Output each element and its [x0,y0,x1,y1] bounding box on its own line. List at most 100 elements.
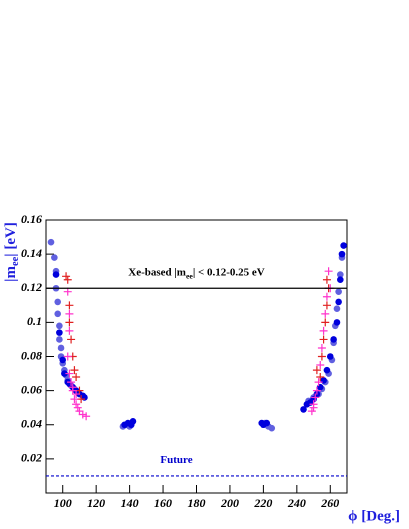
point [322,292,331,301]
point [307,407,316,416]
point [63,352,72,361]
point [268,424,276,432]
label-part: Xe-based |m [128,266,186,278]
y-tick-label: 0.14 [21,246,42,260]
y-axis-label: |mee| [eV] [3,222,21,282]
plot-frame [45,219,348,494]
x-tick-label: 240 [287,496,306,510]
point [319,335,328,344]
point [337,271,344,278]
point [319,326,328,335]
y-tick-label: 0.16 [21,212,42,226]
point [335,288,342,295]
point [61,370,68,377]
point [63,287,72,296]
point [312,366,321,375]
point [322,301,331,310]
y-tick-label: 0.12 [21,280,42,294]
point [72,400,81,409]
point [320,377,327,384]
point [47,238,55,246]
point [62,272,71,281]
label-part: |m [3,266,19,282]
point [263,419,271,427]
point [59,356,67,364]
reference-label: Future [160,453,192,465]
label-part: Future [160,453,192,465]
y-tick-label: 0.04 [21,417,42,431]
x-axis-label: ϕ [Deg.] [348,508,400,524]
point [72,372,81,381]
point [77,395,86,404]
y-tick-label: 0.06 [21,382,42,396]
point [73,403,82,412]
point [333,319,341,326]
point [51,254,58,261]
reference-label: Xe-based |mee| < 0.12-0.25 eV [128,266,265,280]
x-tick-label: 140 [121,496,139,510]
x-tick-label: 100 [54,496,72,510]
point [338,250,346,258]
point [326,353,334,360]
point [337,276,344,284]
point [65,326,74,335]
point [67,378,76,387]
point [300,406,307,413]
point [317,343,326,352]
point [67,335,76,344]
point [72,390,81,399]
point [68,386,77,395]
point [129,418,137,425]
point [324,267,333,276]
point [81,394,88,401]
point [70,395,79,404]
point [333,305,341,313]
point [75,386,84,395]
point [82,412,91,421]
x-tick-label: 220 [253,496,272,510]
point [52,271,60,278]
point [316,361,325,370]
x-tick-label: 120 [87,496,105,510]
point [312,386,321,395]
y-tick-label: 0.08 [21,348,42,362]
point [322,275,331,284]
x-tick-label: 200 [220,496,239,510]
point [321,318,330,327]
point [316,383,324,391]
point [78,410,87,419]
point [75,407,84,416]
point [314,378,323,387]
point [321,309,330,318]
point [65,309,74,318]
point [54,310,62,318]
x-tick-label: 180 [188,496,206,510]
x-tick-label: 260 [320,496,339,510]
x-tick-label: 160 [154,496,172,510]
point [335,298,342,306]
point [56,322,63,330]
point [63,275,72,284]
point [56,329,63,336]
point [65,369,74,378]
point [70,366,79,375]
y-tick-label: 0.02 [21,451,42,465]
point [65,318,74,327]
point [340,242,347,249]
subscript: ee [10,256,21,266]
point [317,352,326,361]
point [323,366,331,374]
point [54,298,62,306]
label-part: | < 0.12-0.25 eV [193,266,265,278]
point [65,301,74,310]
point [57,344,65,352]
label-part: | [eV] [3,222,19,257]
subscript: ee [186,271,193,280]
point [316,372,325,381]
point [309,400,318,409]
point [56,336,63,343]
point [330,336,337,343]
point [311,393,320,402]
